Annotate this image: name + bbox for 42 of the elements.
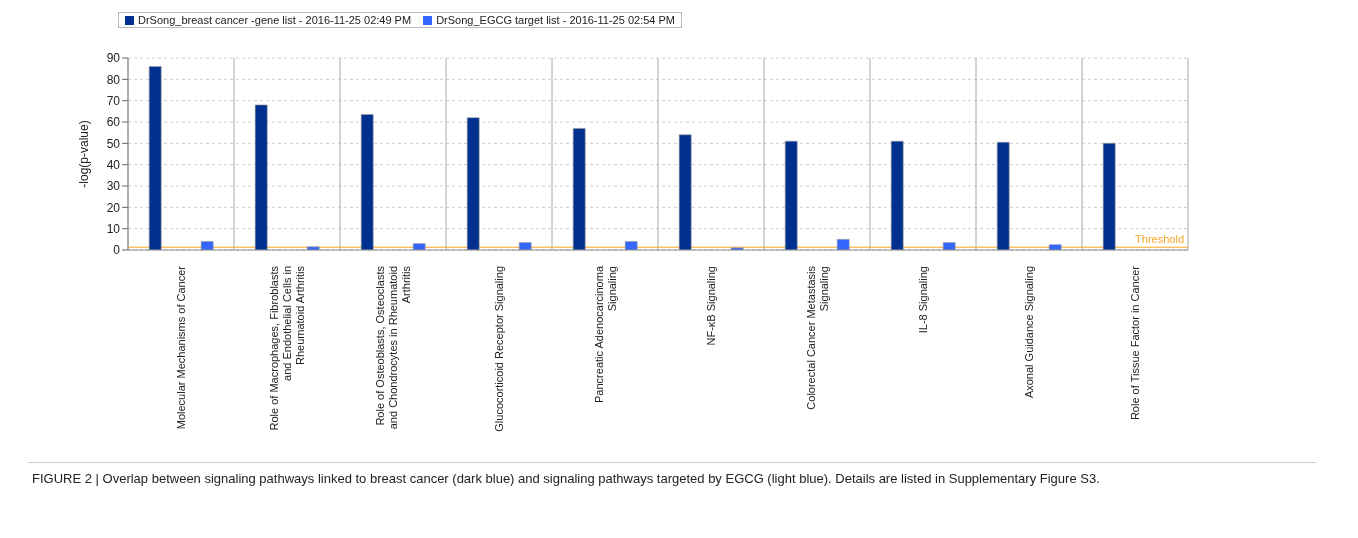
y-tick-label: 50 xyxy=(106,136,121,151)
bar xyxy=(412,243,426,250)
y-tick-label: 0 xyxy=(113,243,121,258)
x-tick-label: Colorectal Cancer Metastasis Signaling xyxy=(804,265,830,410)
ref-line-label: Threshold xyxy=(1135,233,1184,246)
x-tick-label: Molecular Mechanisms of Cancer xyxy=(175,265,187,430)
y-tick-label: 10 xyxy=(106,221,121,236)
y-tick-label: 70 xyxy=(106,93,121,108)
bar xyxy=(360,114,374,250)
bar xyxy=(624,241,638,250)
caption: FIGURE 2 | Overlap between signaling pathways linked to breast cancer (dark blue) and signaling pathways targeted by EGCG (light blue). Details are listed in Supplementary Figure S3. xyxy=(28,462,1316,494)
bar xyxy=(254,104,268,250)
y-tick-label: 40 xyxy=(106,157,121,172)
bar xyxy=(1048,244,1062,250)
y-tick-label: 80 xyxy=(106,72,121,87)
bar xyxy=(996,141,1010,250)
x-tick-label: Axonal Guidance Signaling xyxy=(1023,266,1035,399)
x-tick-label: Role of Osteoblasts, Osteoclasts and Chondrocytes in Rheumatoid Arthritis xyxy=(374,265,412,430)
bar xyxy=(890,140,904,250)
x-tick-label: NF-κB Signaling xyxy=(705,266,717,346)
y-axis-title: -log(p-value) xyxy=(77,120,92,188)
x-tick-label: Role of Macrophages, Fibroblasts and Endothelial Cells in Rheumatoid Arthritis xyxy=(268,265,306,431)
x-tick-label: IL-8 Signaling xyxy=(917,266,929,334)
legend-label: DrSong_breast cancer -gene list - 2016-11-25 02:49 PM xyxy=(137,14,412,26)
y-tick-label: 30 xyxy=(106,179,121,194)
x-tick-label: Pancreatic Adenocarcinoma Signaling xyxy=(592,265,618,403)
bar xyxy=(518,242,532,250)
bar xyxy=(942,242,956,250)
bar xyxy=(466,117,480,250)
bar xyxy=(148,66,162,250)
bar xyxy=(678,134,692,250)
y-tick-label: 60 xyxy=(106,115,121,130)
bar xyxy=(1102,143,1116,250)
legend-label: DrSong_EGCG target list - 2016-11-25 02:54 PM xyxy=(435,14,675,26)
y-tick-label: 90 xyxy=(106,51,121,66)
bar xyxy=(836,239,850,250)
bar xyxy=(572,128,586,250)
bar xyxy=(784,140,798,250)
x-tick-label: Glucocorticoid Receptor Signaling xyxy=(493,266,505,432)
y-tick-label: 20 xyxy=(106,200,121,215)
bar xyxy=(200,241,214,250)
x-tick-label: Role of Tissue Factor in Cancer xyxy=(1129,265,1141,421)
